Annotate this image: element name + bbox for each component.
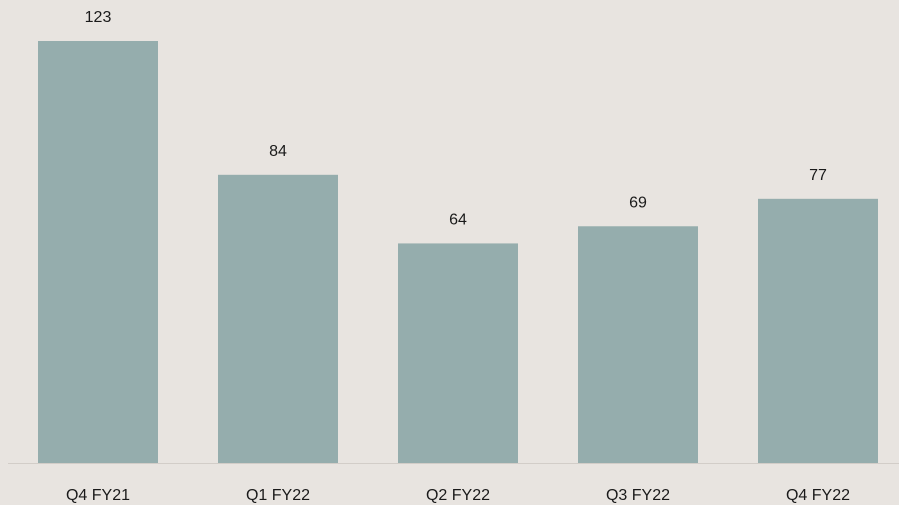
bar bbox=[578, 226, 698, 463]
data-label: 123 bbox=[85, 9, 112, 26]
data-label: 69 bbox=[629, 194, 647, 211]
x-tick-label: Q4 FY22 bbox=[786, 487, 850, 504]
bar bbox=[398, 243, 518, 463]
x-tick-label: Q2 FY22 bbox=[426, 487, 490, 504]
data-label: 77 bbox=[809, 167, 827, 184]
data-label: 84 bbox=[269, 143, 287, 160]
x-tick-label: Q4 FY21 bbox=[66, 487, 130, 504]
bar bbox=[218, 174, 338, 463]
bar bbox=[38, 41, 158, 463]
x-tick-label: Q3 FY22 bbox=[606, 487, 670, 504]
data-label: 64 bbox=[449, 212, 467, 229]
x-tick-label: Q1 FY22 bbox=[246, 487, 310, 504]
bar bbox=[758, 198, 878, 463]
